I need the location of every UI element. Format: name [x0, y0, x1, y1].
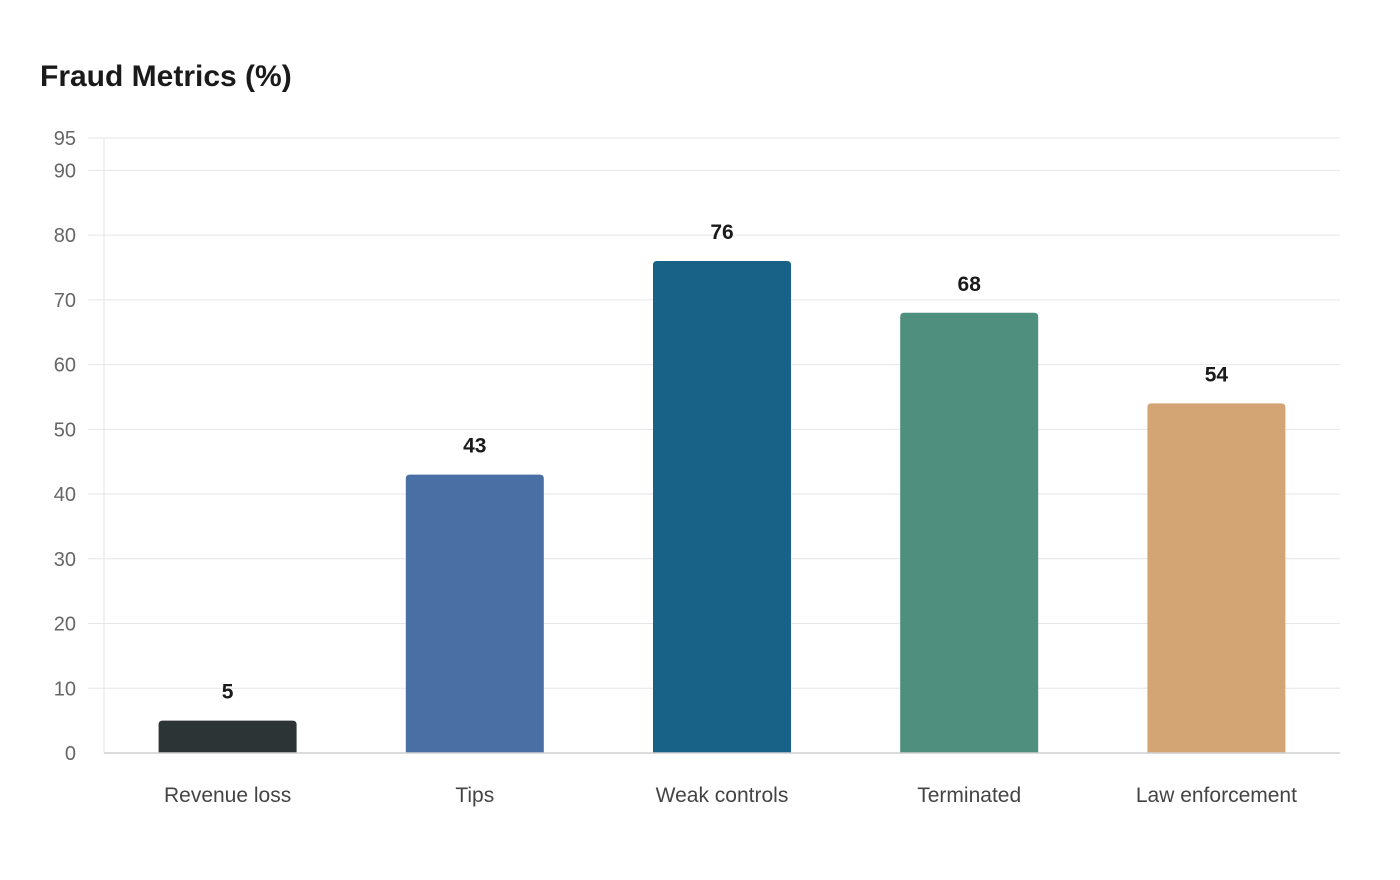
y-tick-label: 60	[54, 355, 76, 377]
data-label: 76	[710, 221, 733, 244]
bar-tips	[405, 474, 544, 753]
chart-title: Fraud Metrics (%)	[40, 60, 292, 93]
y-tick-label: 40	[54, 484, 76, 506]
y-tick-label: 50	[54, 419, 76, 441]
data-labels: 5 43 76 68 54	[222, 221, 1229, 704]
x-tick-label: Tips	[455, 784, 494, 807]
y-axis-ticks: 0 10 20 30 40 50 60 70 80 90 95	[54, 128, 76, 765]
y-tick-label: 0	[65, 743, 76, 765]
y-tick-label: 10	[54, 678, 76, 700]
data-label: 5	[222, 681, 234, 704]
x-tick-label: Weak controls	[656, 784, 789, 807]
x-tick-label: Terminated	[917, 784, 1021, 807]
x-axis-ticks: Revenue loss Tips Weak controls Terminated L…	[164, 784, 1297, 807]
data-label: 54	[1205, 363, 1229, 386]
bars	[158, 261, 1286, 753]
y-tick-label: 80	[54, 225, 76, 247]
data-label: 43	[463, 435, 486, 458]
x-tick-label: Law enforcement	[1136, 784, 1297, 807]
y-tick-label: 30	[54, 549, 76, 571]
data-label: 68	[958, 273, 982, 296]
bar-revenue-loss	[158, 720, 297, 753]
y-tick-label: 95	[54, 128, 76, 150]
bar-terminated	[900, 312, 1039, 753]
x-tick-label: Revenue loss	[164, 784, 291, 807]
bar-weak-controls	[653, 261, 791, 753]
y-tick-label: 20	[54, 614, 76, 636]
bar-law-enforcement	[1147, 403, 1286, 753]
y-tick-label: 90	[54, 160, 76, 182]
y-tick-label: 70	[54, 290, 76, 312]
